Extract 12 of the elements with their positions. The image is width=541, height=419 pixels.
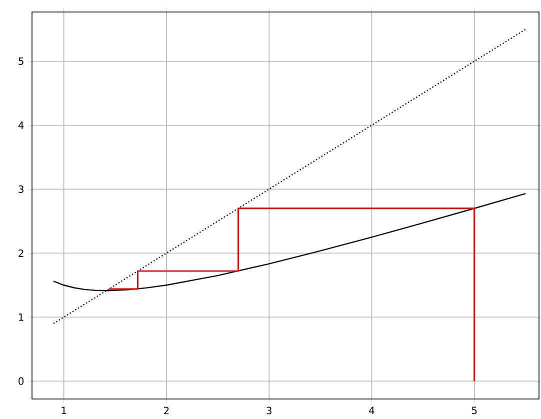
line-series [108,208,476,382]
x-tick-label: 2 [164,406,169,414]
y-tick-label: 4 [18,122,24,129]
y-tick-label: 1 [18,313,24,321]
y-tick-label: 3 [18,185,24,193]
x-tick-label: 1 [62,406,66,414]
x-tick-label: 4 [369,406,374,414]
x-tick-label: 5 [472,406,477,414]
x-tick-label: 3 [266,406,272,414]
y-tick-label: 2 [18,249,24,257]
y-tick-label: 5 [18,58,24,65]
y-tick-label: 0 [18,377,24,385]
